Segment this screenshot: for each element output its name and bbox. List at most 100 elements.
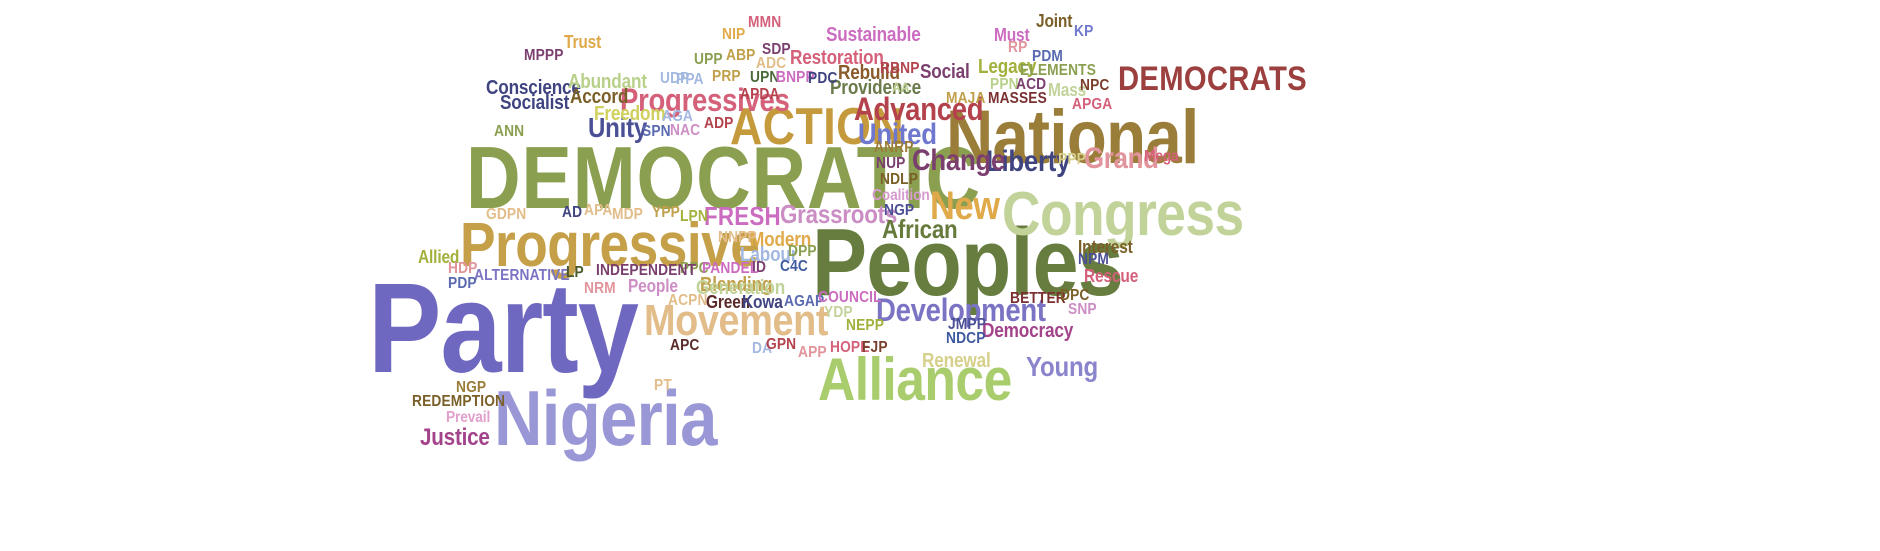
cloud-word: Unity	[588, 112, 648, 143]
cloud-word: Accord	[570, 86, 629, 108]
cloud-word: MASSES	[988, 90, 1047, 107]
cloud-word: Sustainable	[826, 24, 921, 46]
cloud-word: NDCP	[946, 330, 986, 347]
cloud-word: African	[882, 214, 958, 244]
cloud-word: ANRP	[874, 139, 914, 156]
cloud-word: DPP	[788, 243, 817, 260]
cloud-word: Advanced	[854, 91, 984, 127]
cloud-word: NUP	[876, 155, 906, 172]
cloud-word: DPC	[1060, 287, 1090, 304]
cloud-word: ABP	[726, 47, 756, 64]
cloud-word: UPN	[750, 69, 780, 86]
cloud-word: Change	[912, 144, 1006, 177]
cloud-word: RBNP	[880, 60, 920, 77]
cloud-word: KP	[1074, 23, 1094, 40]
cloud-word: ANN	[494, 123, 525, 140]
cloud-word: PPP	[1058, 151, 1086, 168]
cloud-word: Generation	[696, 277, 786, 299]
cloud-word: NDLP	[880, 171, 919, 188]
cloud-word: PDM	[1032, 48, 1064, 65]
cloud-word: Movement	[644, 296, 829, 345]
cloud-word: Rescue	[1084, 266, 1139, 286]
cloud-word: Rebuild	[838, 62, 900, 84]
cloud-word: NAC	[670, 122, 701, 139]
cloud-word: Labour	[740, 244, 798, 266]
cloud-word: AA	[892, 79, 910, 95]
cloud-word: ACTION	[730, 98, 905, 156]
cloud-word: People	[628, 276, 678, 296]
cloud-word: NGP	[884, 202, 915, 219]
cloud-word: Social	[920, 61, 970, 83]
cloud-word: United	[858, 118, 937, 151]
cloud-word: ELEMENTS	[1020, 62, 1097, 79]
cloud-word: UPP	[694, 51, 723, 68]
cloud-word: Conscience	[486, 77, 581, 99]
cloud-word: Grassroots	[780, 199, 898, 229]
cloud-word: MMN	[748, 14, 782, 31]
cloud-word: New	[930, 184, 1000, 228]
cloud-word: COUNCIL	[818, 289, 882, 306]
cloud-word: SPN	[642, 123, 671, 140]
cloud-word: Blending	[700, 274, 773, 296]
cloud-word: PANDEL	[702, 260, 759, 277]
cloud-word: ALTERNATIVE	[474, 267, 570, 284]
cloud-word: MAJA	[946, 90, 986, 107]
cloud-word: Development	[876, 292, 1046, 328]
cloud-word: Freedom	[594, 103, 666, 125]
cloud-word: ADC	[756, 55, 787, 72]
cloud-word: AGAP	[784, 293, 825, 310]
cloud-word: Green	[706, 292, 750, 312]
cloud-word: NPC	[1080, 77, 1110, 94]
cloud-word: ACD	[1016, 76, 1047, 93]
cloud-word: SDP	[762, 41, 791, 58]
cloud-word: BETTER	[1010, 290, 1066, 307]
cloud-word: PDP	[448, 275, 477, 292]
cloud-word: PDC	[808, 70, 838, 87]
cloud-word: APC	[670, 337, 700, 354]
cloud-word: Prevail	[446, 409, 491, 426]
cloud-word: MDP	[612, 206, 644, 223]
cloud-word: Democracy	[982, 320, 1074, 342]
cloud-word: INDEPENDENT	[596, 262, 697, 279]
cloud-word: HOPE	[830, 339, 870, 356]
cloud-word: HDP	[448, 260, 478, 277]
cloud-word: Progressive	[460, 211, 760, 280]
cloud-word: Trust	[564, 32, 602, 52]
cloud-word: UDP	[660, 70, 690, 87]
cloud-word: YPP	[652, 204, 680, 221]
cloud-word: LPN	[680, 208, 708, 225]
cloud-word: DA	[752, 340, 773, 357]
cloud-word: Modern	[750, 229, 812, 251]
cloud-word: PRP	[712, 68, 741, 85]
cloud-word: NIP	[722, 26, 746, 43]
cloud-word: Renewal	[922, 350, 991, 372]
cloud-word: NRM	[584, 280, 616, 297]
cloud-word: RP	[1008, 39, 1028, 56]
cloud-word: Coalition	[872, 187, 930, 204]
cloud-word: APGA	[1072, 96, 1113, 113]
cloud-word: Nigeria	[494, 374, 717, 462]
cloud-word: Abundant	[568, 71, 647, 93]
cloud-word: DEMOCRATS	[1118, 60, 1307, 98]
cloud-word: GDPN	[486, 206, 527, 223]
cloud-word: Alliance	[818, 346, 1012, 413]
cloud-word: Peoples	[812, 209, 1124, 316]
cloud-word: Interest	[1078, 237, 1133, 257]
cloud-word: ID	[752, 259, 767, 276]
cloud-word: Grand	[1084, 142, 1159, 175]
cloud-word: REDEMPTION	[412, 393, 506, 410]
cloud-word: ADP	[704, 115, 734, 132]
cloud-word: PPA	[676, 71, 704, 88]
cloud-word: Kowa	[742, 292, 783, 312]
cloud-word: DEMOCRATIC	[466, 128, 981, 227]
cloud-word: GPN	[766, 336, 797, 353]
cloud-word: PPN	[990, 76, 1019, 93]
cloud-word: Young	[1026, 351, 1098, 382]
cloud-word: National	[946, 95, 1199, 180]
cloud-word: YDP	[824, 304, 853, 321]
cloud-word: MPPP	[524, 47, 564, 64]
cloud-word: Joint	[1036, 11, 1073, 31]
cloud-word: Restoration	[790, 47, 884, 69]
cloud-word: Legacy	[978, 56, 1037, 78]
